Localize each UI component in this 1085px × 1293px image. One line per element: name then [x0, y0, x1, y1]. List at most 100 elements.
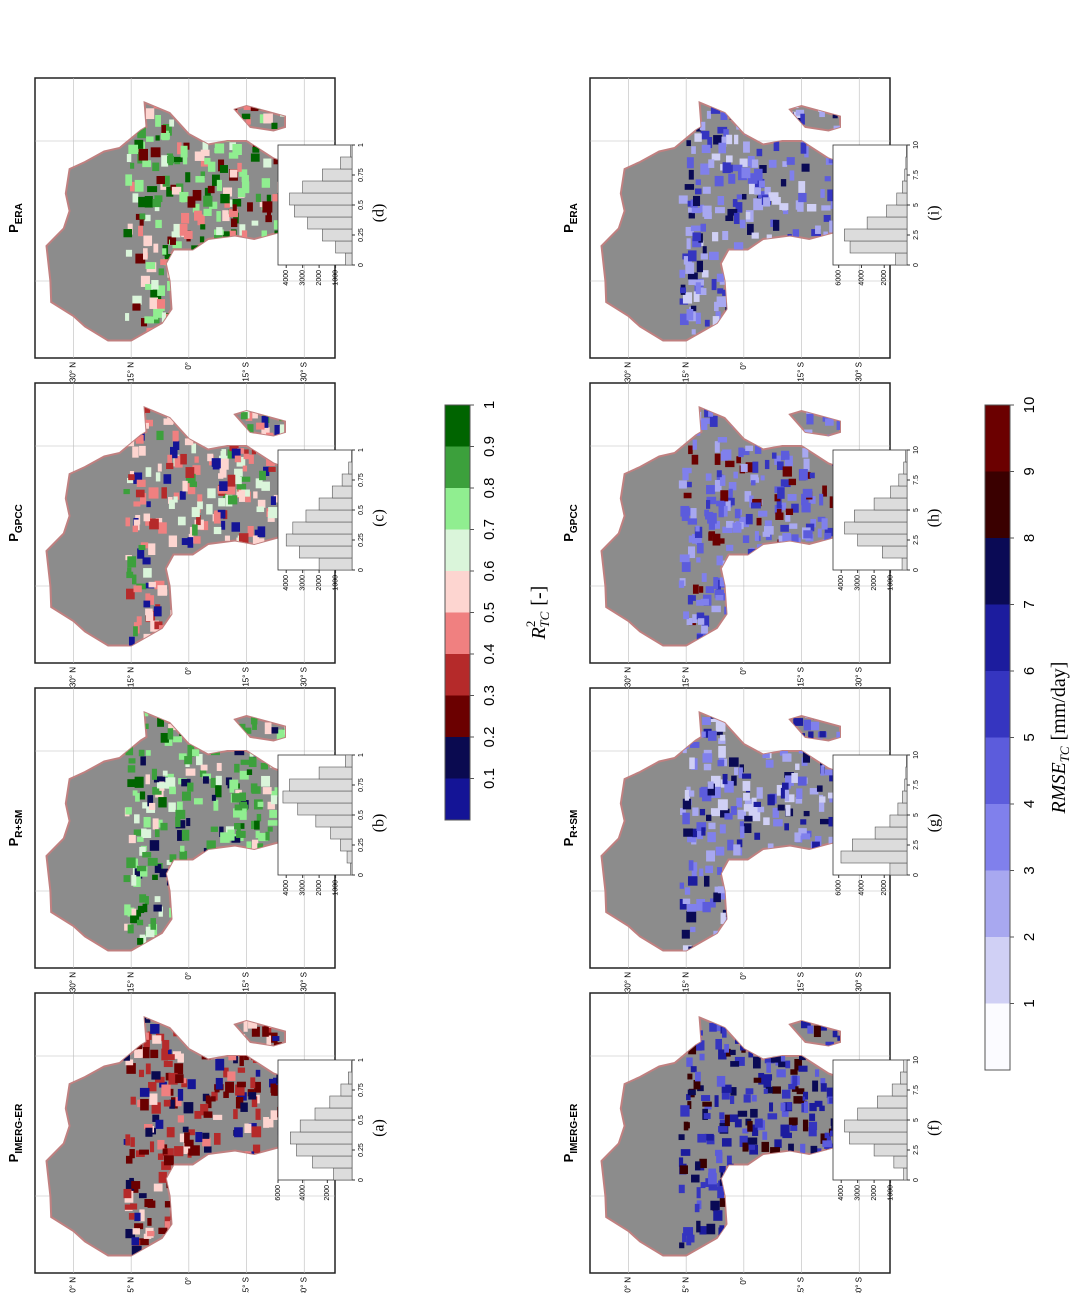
map-cell: [233, 808, 241, 818]
map-cell: [681, 929, 690, 939]
map-cell: [177, 516, 186, 526]
histogram-x-label: 10: [913, 141, 920, 149]
map-cell: [213, 526, 222, 535]
map-cell: [686, 238, 691, 250]
lat-tick-label: 15° N: [681, 1277, 690, 1293]
map-cell: [169, 239, 176, 245]
lat-tick-label: 15° S: [797, 667, 806, 687]
map-cell: [777, 487, 785, 499]
map-cell: [715, 1038, 722, 1050]
panel-label: (c): [371, 509, 388, 527]
histogram-y-label: 3000: [300, 575, 307, 591]
colorbar-title: RMSETC[mm/day]: [1048, 662, 1072, 815]
colorbar-swatch: [985, 1003, 1010, 1070]
histogram-x-label: 1: [358, 1058, 365, 1062]
map-cell: [682, 798, 692, 810]
histogram-bar: [345, 754, 353, 768]
histogram-bar: [896, 192, 908, 206]
map-cell: [754, 1118, 763, 1128]
map-cell: [244, 1123, 252, 1134]
map-cell: [789, 523, 798, 529]
map-cell: [138, 196, 148, 208]
map-cell: [747, 1137, 758, 1145]
map-cell: [797, 776, 807, 786]
map-cell: [687, 876, 698, 886]
map-cell: [279, 424, 285, 435]
map-cell: [127, 779, 136, 788]
map-cell: [803, 530, 813, 539]
map-cell: [230, 218, 238, 227]
map-cell: [149, 518, 159, 530]
map-cell: [123, 488, 130, 495]
map-cell: [236, 1081, 246, 1088]
map-cell: [226, 483, 236, 495]
map-cell: [706, 814, 712, 821]
histogram-bar: [904, 168, 908, 182]
map-cell: [751, 1094, 757, 1102]
map-cell: [147, 857, 158, 866]
map-cell: [266, 1035, 272, 1046]
map-cell: [145, 467, 152, 477]
map-cell: [715, 595, 724, 601]
histogram-x-label: 2.5: [913, 535, 920, 545]
map-cell: [169, 786, 176, 795]
map-cell: [203, 1146, 212, 1153]
map-cell: [257, 801, 264, 807]
map-cell: [741, 167, 751, 179]
map-cell: [701, 573, 707, 582]
map-cell: [139, 1238, 149, 1246]
map-cell: [682, 292, 693, 304]
map-cell: [784, 453, 790, 460]
map-cell: [220, 193, 230, 204]
map-cell: [743, 141, 750, 153]
map-cell: [153, 606, 162, 617]
histogram-y-label: 2000: [316, 270, 323, 286]
map-cell: [168, 802, 176, 812]
histogram-bar: [346, 850, 353, 864]
map-cell: [722, 1026, 727, 1038]
lat-tick-label: 30° N: [69, 1277, 78, 1293]
histogram-bar: [348, 461, 353, 475]
map-cell: [678, 1184, 685, 1194]
map-cell: [719, 824, 726, 834]
map-cell: [780, 479, 791, 488]
map-cell: [126, 588, 135, 600]
map-cell: [229, 169, 238, 178]
colorbar-swatch: [445, 612, 470, 654]
map-cell: [825, 418, 834, 426]
map-cell: [149, 1141, 155, 1153]
map-cell: [762, 1131, 768, 1140]
map-cell: [151, 768, 158, 780]
histogram-bar: [840, 850, 908, 864]
map-cell: [234, 476, 242, 485]
map-cell: [691, 146, 696, 154]
map-cell: [145, 774, 150, 785]
map-cell: [152, 162, 160, 172]
map-cell: [766, 1062, 771, 1073]
map-cell: [709, 1022, 717, 1032]
histogram-x-label: 0.75: [358, 778, 365, 792]
map-cell: [679, 1242, 685, 1249]
map-cell: [679, 554, 690, 563]
histogram-y-label: 4000: [283, 880, 290, 896]
colorbar-swatch: [985, 604, 1010, 671]
map-cell: [134, 1212, 141, 1222]
map-cell: [696, 1187, 701, 1199]
lat-tick-label: 0°: [184, 972, 193, 980]
map-cell: [203, 195, 213, 207]
map-cell: [218, 498, 226, 507]
map-cell: [254, 820, 260, 830]
colorbar-swatch: [985, 671, 1010, 738]
map-cell: [214, 147, 222, 153]
map-cell: [156, 430, 164, 441]
map-cell: [199, 236, 205, 243]
map-cell: [792, 229, 800, 237]
map-cell: [716, 1075, 726, 1087]
map-cell: [125, 517, 131, 527]
map-cell: [699, 586, 704, 593]
map-cell: [753, 1077, 762, 1083]
map-cell: [772, 219, 780, 231]
map-cell: [678, 480, 687, 489]
map-cell: [736, 194, 742, 200]
map-cell: [709, 251, 719, 261]
